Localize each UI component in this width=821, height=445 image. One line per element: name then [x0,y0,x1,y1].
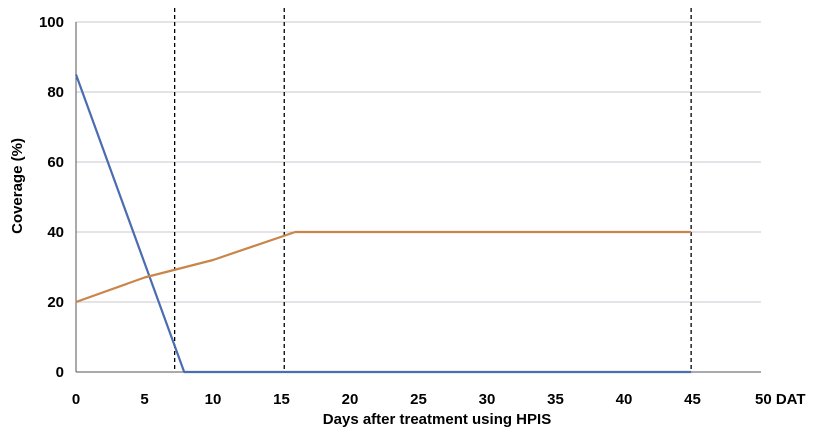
x-tick-label: 25 [410,391,427,408]
x-tick-label: 15 [273,391,290,408]
y-tick-label: 100 [39,14,64,31]
x-axis-title: Days after treatment using HPIS [323,411,551,428]
x-tick-label: 35 [547,391,564,408]
y-tick-label: 40 [47,224,64,241]
x-tick-label: 0 [72,391,80,408]
x-tick-label: 50 DAT [755,391,806,408]
series-line-2 [75,230,692,304]
series-lines [74,74,692,374]
x-tick-labels: 0 5 10 15 20 25 30 35 40 45 50 DAT [72,391,806,408]
series-line-1 [74,74,692,374]
y-axis-title: Coverage (%) [9,138,26,234]
x-tick-label: 30 [479,391,496,408]
x-tick-label: 5 [140,391,148,408]
y-tick-label: 60 [47,154,64,171]
gridlines [76,21,761,303]
vertical-dashed-lines [173,8,692,372]
x-tick-label: 45 [684,391,701,408]
x-tick-label: 10 [205,391,222,408]
y-tick-label: 80 [47,84,64,101]
y-tick-labels: 0 20 40 60 80 100 [39,14,64,381]
y-tick-label: 0 [56,364,64,381]
x-tick-label: 20 [342,391,359,408]
axes [75,22,761,373]
x-tick-label: 40 [616,391,633,408]
y-tick-label: 20 [47,294,64,311]
